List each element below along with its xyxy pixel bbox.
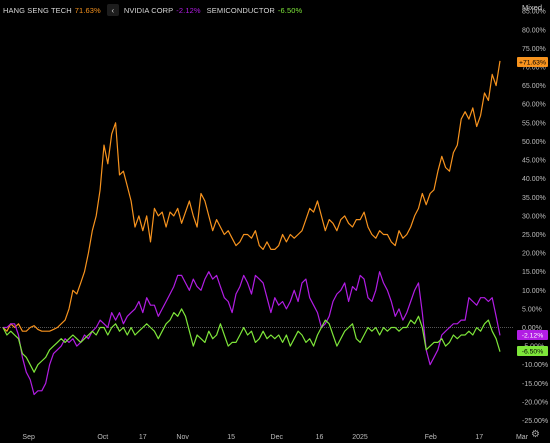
legend-series-name: HANG SENG TECH bbox=[3, 5, 72, 15]
legend-series-change: -2.12% bbox=[176, 5, 201, 15]
x-tick-label: 17 bbox=[139, 434, 147, 441]
y-tick-label: 50.00% bbox=[522, 139, 546, 146]
y-tick-label: 5.00% bbox=[522, 306, 542, 313]
y-tick-label: 60.00% bbox=[522, 102, 546, 109]
gear-icon[interactable]: ⚙ bbox=[531, 429, 540, 440]
y-tick-label: -15.00% bbox=[522, 381, 548, 388]
x-tick-label: 17 bbox=[475, 434, 483, 441]
x-tick-label: Nov bbox=[176, 434, 189, 441]
legend-series-name: NVIDIA CORP bbox=[123, 5, 174, 15]
y-tick-label: 65.00% bbox=[522, 83, 546, 90]
y-tick-label: 10.00% bbox=[522, 288, 546, 295]
x-tick-label: Dec bbox=[271, 434, 284, 441]
series-line-hang-seng-tech[interactable] bbox=[2, 60, 501, 332]
x-tick-label: Oct bbox=[97, 434, 108, 441]
y-tick-label: 45.00% bbox=[522, 158, 546, 165]
last-value-badge-bg bbox=[517, 57, 548, 67]
y-tick-label: 55.00% bbox=[522, 120, 546, 127]
y-tick-label: -10.00% bbox=[522, 362, 548, 369]
y-tick-label: 20.00% bbox=[522, 251, 546, 258]
legend-series-change: -6.50% bbox=[277, 5, 303, 15]
legend-series-change: 71.63% bbox=[74, 5, 101, 15]
y-tick-label: 70.00% bbox=[522, 64, 546, 71]
x-tick-label: Mar bbox=[516, 434, 529, 441]
x-axis[interactable]: Sep Oct 17 Nov 15 Dec 16 2025 Feb 17 Mar bbox=[22, 434, 528, 441]
series-line-semiconductor[interactable] bbox=[2, 308, 501, 373]
x-tick-label: 2025 bbox=[352, 434, 368, 441]
y-tick-label: 0.00% bbox=[522, 325, 542, 332]
x-tick-label: 15 bbox=[227, 434, 235, 441]
y-tick-label: -25.00% bbox=[522, 418, 548, 425]
y-tick-label: 40.00% bbox=[522, 176, 546, 183]
x-tick-label: Feb bbox=[425, 434, 437, 441]
x-tick-label: 16 bbox=[316, 434, 324, 441]
y-tick-label: 25.00% bbox=[522, 232, 546, 239]
y-tick-label: 85.00% bbox=[522, 9, 546, 16]
legend: HANG SENG TECH 71.63% ‹ NVIDIA CORP -2.1… bbox=[3, 3, 308, 17]
y-tick-label: 80.00% bbox=[522, 27, 546, 34]
last-value-badge: +71.63% bbox=[519, 60, 546, 67]
legend-item-semiconductor[interactable]: SEMICONDUCTOR -6.50% bbox=[207, 6, 303, 15]
y-tick-label: 15.00% bbox=[522, 269, 546, 276]
y-tick-label: 75.00% bbox=[522, 46, 546, 53]
legend-item-nvidia-corp[interactable]: NVIDIA CORP -2.12% bbox=[124, 6, 201, 15]
chevron-left-icon[interactable]: ‹ bbox=[106, 4, 119, 16]
y-tick-label: 30.00% bbox=[522, 213, 546, 220]
x-tick-label: Sep bbox=[22, 434, 35, 441]
y-tick-label: -20.00% bbox=[522, 399, 548, 406]
y-tick-label: 35.00% bbox=[522, 195, 546, 202]
last-value-badge-bg bbox=[517, 330, 548, 340]
series-line-nvidia-corp[interactable] bbox=[3, 271, 501, 396]
legend-item-hang-seng-tech[interactable]: HANG SENG TECH 71.63% bbox=[3, 6, 101, 15]
legend-series-name: SEMICONDUCTOR bbox=[206, 5, 275, 15]
last-value-badge: -6.50% bbox=[522, 349, 544, 356]
y-axis[interactable]: -25.00%-20.00%-15.00%-10.00%-5.00%0.00%5… bbox=[522, 9, 548, 425]
last-value-badge-bg bbox=[517, 346, 548, 356]
scale-mode-button[interactable]: Mixed bbox=[521, 3, 542, 12]
last-value-badge: -2.12% bbox=[522, 333, 544, 340]
